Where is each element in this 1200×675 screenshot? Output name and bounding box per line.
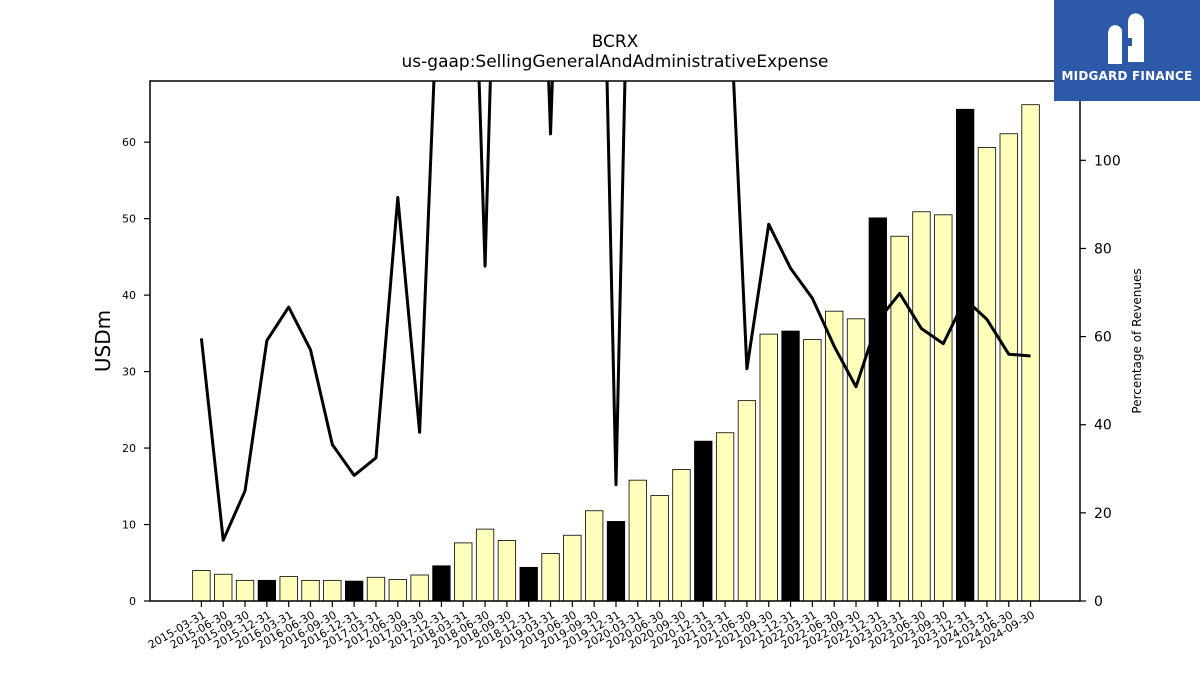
y-tick-label: 40: [122, 289, 136, 302]
y2-tick-label: 60: [1094, 330, 1112, 346]
y-tick-label: 20: [122, 442, 136, 455]
bar: [650, 495, 669, 602]
y2-tick-label: 40: [1094, 418, 1112, 434]
plot-frame: [149, 80, 1081, 602]
bar: [803, 339, 822, 602]
bar: [454, 542, 473, 602]
bar: [781, 330, 800, 602]
bar: [846, 318, 866, 602]
bar: [606, 521, 626, 602]
bar: [563, 534, 582, 602]
y2-tick-label: 20: [1094, 506, 1112, 522]
bar: [934, 214, 953, 602]
bar: [432, 565, 451, 602]
bar: [955, 108, 975, 602]
y2-tick-label: 100: [1094, 153, 1121, 169]
chart-subtitle: us-gaap:SellingGeneralAndAdministrativeE…: [401, 52, 829, 72]
bar: [519, 566, 538, 602]
bar: [868, 217, 887, 602]
bar: [999, 133, 1018, 602]
bar: [672, 469, 691, 602]
bar: [737, 400, 757, 602]
bar: [694, 440, 713, 602]
bar: [257, 579, 277, 602]
chart-title: BCRX: [591, 32, 639, 52]
bar: [366, 576, 386, 602]
y2-axis-label: Percentage of Revenues: [1130, 268, 1144, 413]
logo-mark-icon: [1108, 13, 1144, 64]
bar: [1021, 104, 1040, 602]
y-tick-label: 10: [122, 519, 136, 532]
y-tick-label: 0: [129, 595, 136, 608]
bar: [388, 579, 407, 602]
y-tick-label: 50: [122, 213, 136, 226]
bar: [715, 432, 735, 602]
series-line: [199, 81, 1031, 542]
left-axis: 0 10 20 30 40 50 60: [122, 136, 150, 608]
y2-tick-label: 80: [1094, 241, 1112, 257]
bar: [759, 333, 778, 602]
y-tick-label: 30: [122, 366, 136, 379]
bar: [912, 211, 931, 602]
bars-layer: [192, 104, 1040, 602]
y-axis-label: USDm: [91, 310, 115, 372]
bar: [890, 235, 909, 602]
bar: [497, 540, 517, 602]
bar: [214, 573, 233, 602]
bar: [977, 147, 997, 602]
logo-text: MIDGARD FINANCE: [1061, 69, 1193, 83]
bar: [235, 579, 255, 602]
y-tick-label: 60: [122, 136, 136, 149]
bar: [279, 576, 298, 602]
brand-logo: MIDGARD FINANCE: [1054, 0, 1200, 101]
line-layer: [199, 81, 1031, 542]
bar: [344, 580, 364, 602]
bar: [628, 479, 647, 602]
bar: [410, 574, 429, 602]
x-axis: 2015-03-312015-06-302015-09-302015-12-31…: [146, 601, 1037, 652]
bar: [475, 528, 495, 602]
bar: [585, 510, 604, 602]
bar: [541, 553, 560, 602]
bar: [301, 579, 320, 602]
bar: [323, 579, 342, 602]
bar: [192, 570, 211, 602]
right-axis: 0 20 40 60 80 100: [1080, 153, 1121, 610]
y2-tick-label: 0: [1094, 594, 1103, 610]
